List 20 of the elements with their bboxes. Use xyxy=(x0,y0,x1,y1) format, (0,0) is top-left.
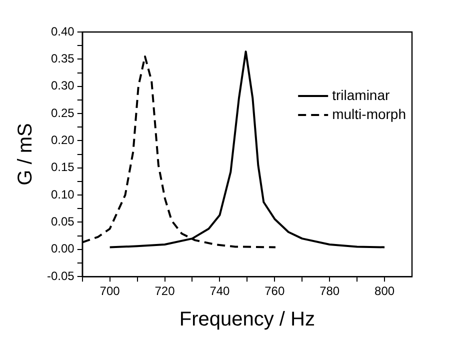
x-tick-label: 780 xyxy=(320,284,340,298)
y-tick-label: 0.00 xyxy=(50,242,75,256)
x-tick-label: 760 xyxy=(264,284,285,298)
y-tick-label: 0.25 xyxy=(50,106,75,120)
legend-label: multi-morph xyxy=(332,106,406,122)
y-tick-label: 0.40 xyxy=(50,24,75,38)
y-tick-label: 0.20 xyxy=(50,133,75,148)
x-axis-title: Frequency / Hz xyxy=(179,308,315,331)
y-tick-label: 0.10 xyxy=(50,187,75,202)
y-tick-label: 0.15 xyxy=(50,160,75,174)
legend-label: trilaminar xyxy=(332,86,390,103)
x-tick-label: 720 xyxy=(154,284,176,298)
y-axis-title: G / mS xyxy=(14,123,37,186)
x-tick-label: 800 xyxy=(374,284,395,298)
x-tick-label: 700 xyxy=(100,284,120,298)
y-tick-label: 0.05 xyxy=(50,214,75,229)
x-tick-label: 740 xyxy=(210,284,230,298)
y-tick-label: -0.05 xyxy=(46,268,75,283)
y-tick-label: 0.30 xyxy=(50,78,75,93)
y-tick-label: 0.35 xyxy=(50,51,75,66)
